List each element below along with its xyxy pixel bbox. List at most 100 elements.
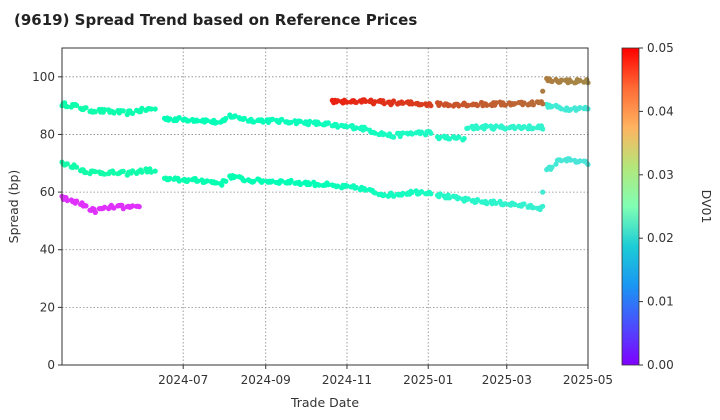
y-tick-label: 0 — [47, 358, 55, 372]
x-axis-label: Trade Date — [290, 395, 359, 410]
data-point — [456, 103, 462, 109]
data-point — [353, 99, 359, 105]
data-point — [484, 201, 490, 207]
data-point — [465, 102, 471, 108]
colorbar-tick-label: 0.00 — [647, 358, 674, 372]
data-point — [269, 178, 275, 184]
plot-frame — [61, 47, 589, 366]
data-point — [288, 119, 294, 125]
data-point — [195, 178, 201, 184]
data-point — [418, 101, 425, 108]
data-point — [102, 171, 108, 177]
data-point — [502, 201, 508, 207]
data-point — [502, 102, 508, 108]
data-point — [92, 209, 98, 215]
data-point — [568, 78, 574, 85]
data-point — [64, 104, 70, 110]
colorbar — [621, 47, 640, 366]
data-point — [446, 102, 453, 108]
y-tick-label: 20 — [40, 300, 55, 314]
data-point — [120, 206, 126, 212]
data-point — [540, 88, 546, 94]
x-tick-label: 2024-07 — [158, 373, 208, 387]
data-point — [437, 191, 443, 197]
data-point — [484, 123, 490, 129]
data-point — [474, 102, 481, 109]
data-point — [568, 157, 574, 163]
data-point — [512, 125, 518, 132]
data-point — [493, 200, 499, 206]
x-tick-label: 2024-11 — [322, 373, 372, 387]
data-point — [549, 78, 555, 85]
data-point — [418, 189, 425, 195]
data-point — [372, 130, 378, 136]
data-point — [474, 125, 481, 131]
data-point — [344, 99, 350, 105]
data-point — [251, 178, 257, 184]
data-point — [92, 109, 98, 115]
data-point — [558, 158, 565, 164]
data-point — [279, 178, 285, 184]
data-point — [152, 168, 158, 174]
colorbar-label: DV01 — [699, 190, 714, 224]
data-point — [307, 181, 313, 188]
data-point — [111, 205, 117, 211]
data-point — [139, 169, 145, 175]
data-point — [307, 118, 313, 124]
data-point — [465, 196, 471, 202]
data-point — [195, 118, 201, 124]
data-point — [316, 121, 322, 127]
data-point — [530, 102, 537, 108]
data-point — [167, 116, 173, 122]
data-point — [136, 204, 142, 210]
data-point — [64, 161, 70, 167]
data-point — [363, 187, 369, 193]
data-point — [279, 116, 285, 122]
data-point — [540, 126, 546, 132]
chart-title: (9619) Spread Trend based on Reference P… — [14, 11, 417, 29]
data-point — [521, 201, 527, 207]
data-point — [213, 119, 220, 126]
data-point — [540, 203, 546, 209]
data-point — [577, 77, 583, 84]
data-point — [568, 106, 574, 113]
data-point — [335, 183, 341, 189]
data-point — [461, 135, 467, 142]
data-point — [148, 169, 154, 175]
data-point — [213, 180, 220, 186]
data-point — [223, 178, 229, 184]
data-point — [111, 110, 117, 116]
data-point — [446, 195, 453, 201]
data-point — [102, 107, 108, 113]
data-point — [474, 197, 481, 203]
data-point — [521, 124, 527, 130]
data-point — [428, 130, 434, 136]
data-point — [167, 175, 173, 181]
data-point — [152, 106, 158, 112]
data-point — [484, 102, 490, 108]
x-tick-label: 2024-09 — [241, 373, 291, 387]
data-point — [353, 125, 359, 131]
data-point — [372, 190, 378, 196]
data-point — [204, 117, 210, 124]
data-point — [493, 123, 499, 129]
data-point — [269, 116, 275, 122]
colorbar-tick-label: 0.02 — [647, 231, 674, 245]
data-point — [120, 168, 126, 174]
data-point — [204, 178, 210, 184]
y-tick-label: 60 — [40, 185, 55, 199]
data-point — [260, 178, 266, 184]
data-point — [409, 101, 415, 107]
data-point — [325, 182, 331, 188]
data-point — [558, 77, 565, 83]
data-point — [316, 182, 322, 188]
data-point — [241, 115, 247, 121]
data-point — [456, 134, 462, 140]
scatter-points — [59, 75, 591, 215]
x-tick-label: 2025-05 — [563, 373, 613, 387]
data-point — [400, 100, 406, 106]
data-point — [297, 118, 303, 124]
data-point — [437, 134, 443, 140]
data-point — [139, 105, 145, 111]
data-point — [549, 164, 555, 170]
